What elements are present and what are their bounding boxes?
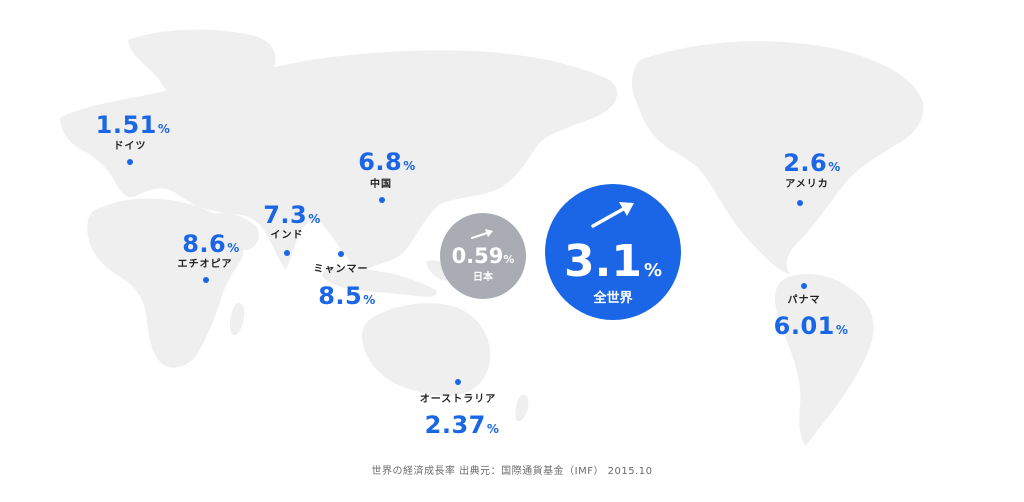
marker-value: 2.37% <box>424 411 500 439</box>
marker-value: 8.6% <box>182 230 240 258</box>
marker-label: パナマ <box>787 295 821 306</box>
marker-value: 6.8% <box>358 148 416 176</box>
japan-value: 0.59% <box>451 244 515 268</box>
landmass-indonesia <box>322 267 437 297</box>
marker-label: アメリカ <box>785 179 829 190</box>
landmass-africa <box>87 198 244 368</box>
marker-label: インド <box>270 230 304 241</box>
marker-value: 2.6% <box>783 149 841 177</box>
marker-value: 8.5% <box>318 282 376 310</box>
marker-label: ミャンマー <box>313 264 369 275</box>
marker-label: 中国 <box>370 179 392 190</box>
landmass-north-america <box>632 41 924 274</box>
source-caption: 世界の経済成長率 出典元：国際通貨基金（IMF） 2015.10 <box>371 466 653 477</box>
marker-label: エチオピア <box>177 259 233 270</box>
landmass-australia <box>362 303 491 397</box>
landmass-madagascar <box>229 302 245 336</box>
marker-dot <box>797 200 803 206</box>
world-growth-circle: 3.1% 全世界 <box>545 184 681 320</box>
marker-dot <box>203 277 209 283</box>
landmass-japan <box>411 170 435 208</box>
marker-value: 6.01% <box>773 312 849 340</box>
marker-label: オーストラリア <box>419 394 497 405</box>
marker-dot <box>455 379 461 385</box>
landmass-eurasia <box>60 50 618 271</box>
landmass-arabia <box>213 212 259 251</box>
world-value: 3.1% <box>564 236 662 287</box>
trend-arrow-icon <box>471 229 493 239</box>
marker-value: 7.3% <box>263 201 321 229</box>
landmass-newzealand <box>515 394 529 422</box>
marker-dot <box>284 250 290 256</box>
marker-dot <box>379 197 385 203</box>
landmass-south-america <box>774 273 874 446</box>
marker-dot <box>338 251 344 257</box>
marker-dot <box>801 283 807 289</box>
japan-label: 日本 <box>473 272 493 283</box>
marker-label: ドイツ <box>113 141 147 152</box>
japan-growth-circle: 0.59% 日本 <box>440 213 526 299</box>
world-label: 全世界 <box>593 291 633 306</box>
marker-value: 1.51% <box>95 111 171 139</box>
trend-arrow-icon <box>591 202 634 228</box>
marker-dot <box>127 159 133 165</box>
